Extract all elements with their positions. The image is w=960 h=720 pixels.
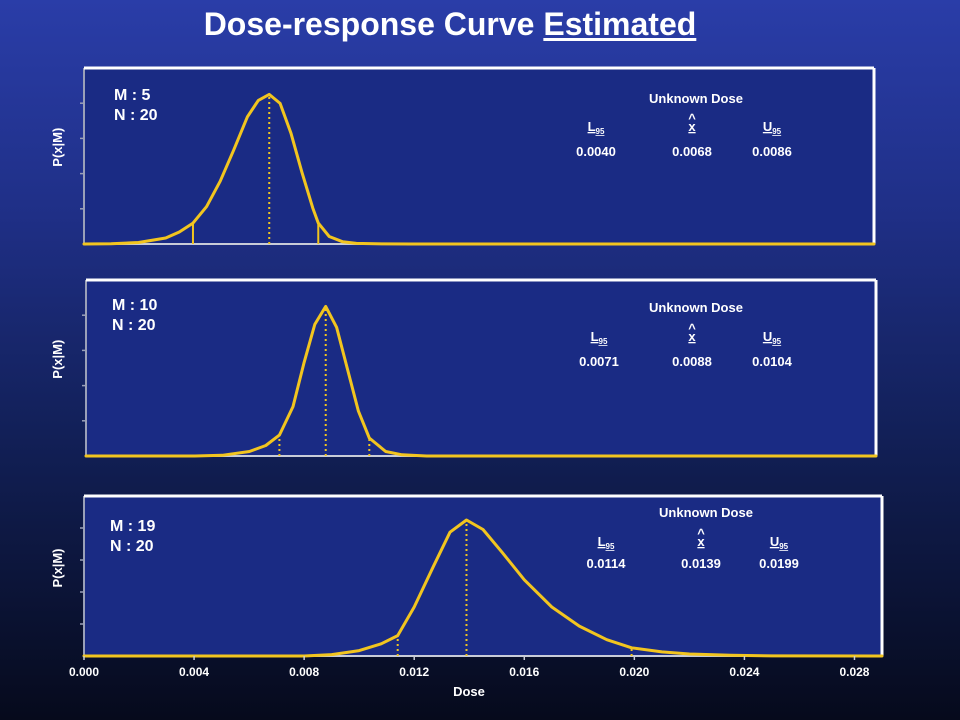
xhat-label: x [688, 119, 696, 134]
l95-value: 0.0040 [576, 144, 616, 159]
unknown-dose-header: Unknown Dose [649, 300, 743, 315]
sample-m-label: M : 10 [112, 297, 157, 314]
xhat-label: x [697, 534, 705, 549]
xhat-caret: ^ [688, 111, 696, 126]
panel-3: P(x|M) M : 19 N : 20 Unknown Dose L95 ^x U95 0.… [50, 494, 884, 699]
unknown-dose-header: Unknown Dose [659, 505, 753, 520]
x-tick-label: 0.024 [729, 665, 759, 679]
xhat-value: 0.0139 [681, 556, 721, 571]
panel-2: P(x|M) M : 10 N : 20 Unknown Dose L95 ^x U95 0.… [50, 278, 878, 458]
xhat-value: 0.0088 [672, 354, 712, 369]
sample-n-label: N : 20 [112, 317, 156, 334]
u95-value: 0.0086 [752, 144, 792, 159]
density-curve [84, 304, 878, 458]
x-axis-label: Dose [453, 684, 485, 699]
l95-value: 0.0114 [586, 556, 626, 571]
l95-label: L95 [598, 534, 615, 551]
l95-label: L95 [591, 329, 608, 346]
u95-label: U95 [763, 119, 782, 136]
sample-n-label: N : 20 [114, 107, 158, 124]
x-tick-label: 0.028 [839, 665, 869, 679]
panel-1: P(x|M) M : 5 N : 20 Unknown Dose L95 ^x U95 0.0… [50, 66, 876, 246]
xhat-value: 0.0068 [672, 144, 712, 159]
density-curve [82, 518, 884, 658]
u95-label: U95 [763, 329, 782, 346]
plot-area [84, 68, 874, 244]
chart-title-main: Dose-response Curve [203, 6, 544, 42]
u95-label: U95 [770, 534, 789, 551]
x-tick-label: 0.016 [509, 665, 539, 679]
x-tick-label: 0.008 [289, 665, 319, 679]
xhat-caret: ^ [688, 321, 696, 336]
x-tick-label: 0.020 [619, 665, 649, 679]
sample-n-label: N : 20 [110, 538, 154, 555]
xhat-caret: ^ [697, 526, 705, 541]
sample-m-label: M : 5 [114, 87, 151, 104]
density-curve [82, 92, 876, 246]
sample-m-label: M : 19 [110, 518, 155, 535]
y-axis-label: P(x|M) [50, 128, 65, 167]
y-axis-label: P(x|M) [50, 340, 65, 379]
plot-area [86, 280, 876, 456]
u95-value: 0.0104 [752, 354, 793, 369]
x-tick-label: 0.012 [399, 665, 429, 679]
y-axis-label: P(x|M) [50, 548, 65, 587]
x-tick-label: 0.004 [179, 665, 209, 679]
unknown-dose-header: Unknown Dose [649, 91, 743, 106]
chart-title: Dose-response Curve Estimated [0, 6, 900, 43]
l95-value: 0.0071 [579, 354, 619, 369]
x-tick-label: 0.000 [69, 665, 99, 679]
plot-area [84, 496, 882, 656]
l95-label: L95 [588, 119, 605, 136]
u95-value: 0.0199 [759, 556, 799, 571]
xhat-label: x [688, 329, 696, 344]
chart-title-underlined: Estimated [543, 6, 697, 42]
